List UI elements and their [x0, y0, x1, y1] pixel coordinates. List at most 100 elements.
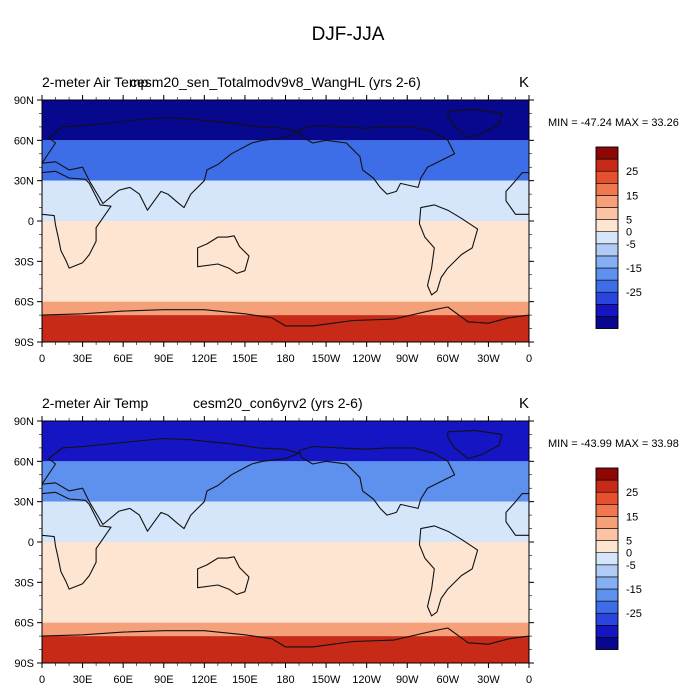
colorbar-segment: [595, 564, 619, 578]
bottom-map-panel: 0 30E 60E 90E 120E 150E 180 150W 120W 90W 60W 30W 09…: [14, 395, 679, 686]
temperature-band: [42, 461, 529, 502]
x-tick-label: 150W: [312, 353, 341, 365]
coastline-africa-west: [505, 172, 529, 215]
colorbar-label: 15: [626, 190, 638, 202]
panel-case-label: cesm20_con6yrv2 (yrs 2-6): [193, 395, 363, 411]
y-tick-label: 30N: [14, 176, 34, 188]
y-tick-label: 0: [28, 216, 34, 228]
x-tick-label: 120W: [352, 353, 381, 365]
y-tick-label: 30N: [14, 497, 34, 509]
x-tick-label: 60W: [437, 353, 460, 365]
coastline-north-america: [298, 124, 456, 195]
x-tick-label: 30E: [73, 674, 93, 686]
temperature-band: [42, 421, 529, 462]
x-tick-label: 60E: [113, 674, 133, 686]
map-field: [42, 421, 529, 663]
panel-min-max-stats: MIN = -47.24 MAX = 33.26: [548, 117, 679, 129]
x-tick-label: 30E: [73, 353, 93, 365]
y-tick-label: 60N: [14, 456, 34, 468]
x-tick-label: 180: [276, 674, 294, 686]
colorbar-label: 25: [626, 166, 638, 178]
colorbar-segment: [595, 158, 619, 172]
y-tick-label: 60S: [14, 297, 34, 309]
temperature-band: [42, 636, 529, 663]
figure-title: DJF-JJA: [312, 24, 385, 45]
y-tick-label: 90N: [14, 416, 34, 428]
coastline-eurasia: [42, 116, 300, 211]
x-tick-label: 60W: [437, 674, 460, 686]
panel-min-max-stats: MIN = -43.99 MAX = 33.98: [548, 438, 679, 450]
x-tick-label: 120W: [352, 674, 381, 686]
x-tick-label: 0: [39, 674, 45, 686]
y-tick-label: 90S: [14, 337, 34, 349]
colorbar-segment: [595, 183, 619, 196]
x-tick-label: 120E: [191, 674, 217, 686]
colorbar-segment: [595, 576, 619, 590]
coastline-antarctica: [42, 627, 529, 663]
x-tick-label: 150W: [312, 674, 341, 686]
coastline-africa-east: [42, 491, 112, 590]
x-tick-label: 60E: [113, 353, 133, 365]
colorbar-segment: [595, 170, 619, 184]
colorbar-label: -25: [626, 287, 642, 299]
coastline-north-america: [298, 445, 456, 516]
temperature-band: [42, 100, 529, 141]
x-tick-label: 90E: [154, 353, 174, 365]
colorbar-frame: [595, 146, 619, 329]
map-field: [42, 100, 529, 342]
colorbar-label: 25: [626, 487, 638, 499]
colorbar-segment: [595, 291, 619, 305]
panel-case-label: cesm20_sen_Totalmodv9v8_WangHL (yrs 2-6): [130, 74, 421, 90]
colorbar-segment: [595, 637, 619, 650]
colorbar-segment: [595, 479, 619, 493]
colorbar-segment: [595, 219, 619, 233]
coastline-australia: [197, 556, 250, 595]
colorbar-label: 15: [626, 511, 638, 523]
colorbar-segment: [595, 255, 619, 269]
x-tick-label: 0: [526, 674, 532, 686]
y-tick-label: 30S: [14, 256, 34, 268]
colorbar-segment: [595, 303, 619, 317]
coastline-antarctica: [42, 306, 529, 342]
panel-units-label: K: [519, 395, 529, 412]
coastline-africa-west: [505, 493, 529, 536]
coastline-south-america: [418, 525, 479, 617]
x-tick-label: 120E: [191, 353, 217, 365]
colorbar-label: 5: [626, 215, 632, 227]
temperature-band: [42, 221, 529, 262]
temperature-band: [42, 301, 529, 316]
coastline-australia: [197, 235, 250, 274]
colorbar-label: 5: [626, 536, 632, 548]
colorbar-segment: [595, 146, 619, 160]
y-tick-label: 90S: [14, 658, 34, 670]
colorbar-segment: [595, 231, 619, 245]
colorbar-label: -5: [626, 239, 636, 251]
coastline-africa-east: [42, 170, 112, 269]
coastline-greenland: [447, 429, 503, 460]
colorbar-segment: [595, 207, 619, 220]
colorbar-segment: [595, 503, 619, 517]
y-tick-label: 0: [28, 537, 34, 549]
colorbar-segment: [595, 467, 619, 481]
x-tick-label: 0: [526, 353, 532, 365]
colorbar-segment: [595, 612, 619, 626]
colorbar-segment: [595, 491, 619, 505]
temperature-band: [42, 315, 529, 342]
colorbar-label: -5: [626, 560, 636, 572]
coastline-south-america: [418, 204, 479, 296]
x-tick-label: 30W: [477, 353, 500, 365]
colorbar-label: 0: [626, 548, 632, 560]
x-tick-label: 90E: [154, 674, 174, 686]
colorbar-segment: [595, 195, 619, 208]
colorbar-segment: [595, 588, 619, 602]
temperature-band: [42, 140, 529, 181]
panel-variable-label: 2-meter Air Temp: [42, 74, 149, 90]
colorbar-label: -25: [626, 608, 642, 620]
colorbar-label: -15: [626, 584, 642, 596]
panel-units-label: K: [519, 74, 529, 91]
colorbar-label: -15: [626, 263, 642, 275]
temperature-band: [42, 261, 529, 302]
colorbar-frame: [595, 467, 619, 650]
y-tick-label: 30S: [14, 577, 34, 589]
colorbar-segment: [595, 528, 619, 541]
